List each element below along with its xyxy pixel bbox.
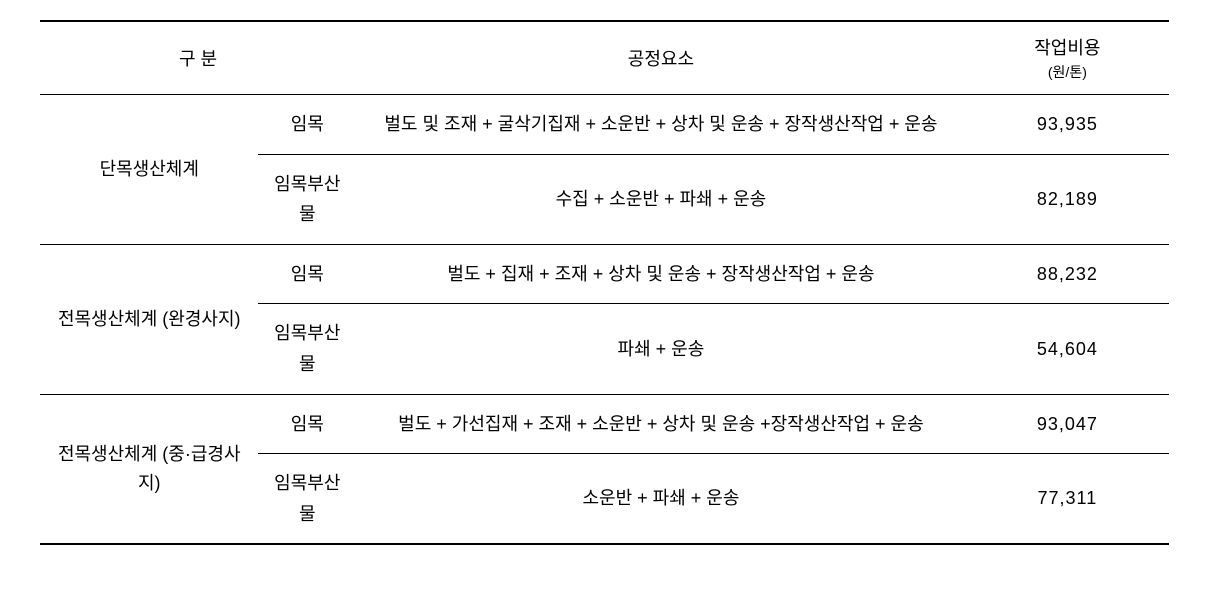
header-cost-label: 작업비용 (1034, 38, 1100, 58)
category-sub-cell: 임목 (258, 394, 356, 454)
category-main-cell: 전목생산체계 (중·급경사지) (40, 394, 258, 544)
header-category: 구 분 (40, 21, 356, 95)
header-cost: 작업비용 (원/톤) (966, 21, 1169, 95)
process-cell: 수집 + 소운반 + 파쇄 + 운송 (356, 154, 966, 244)
production-system-table: 구 분 공정요소 작업비용 (원/톤) 단목생산체계 임목 벌도 및 조재 + … (40, 20, 1169, 545)
table-row: 전목생산체계 (중·급경사지) 임목 벌도 + 가선집재 + 조재 + 소운반 … (40, 394, 1169, 454)
cost-cell: 93,935 (966, 95, 1169, 155)
cost-cell: 82,189 (966, 154, 1169, 244)
cost-cell: 88,232 (966, 244, 1169, 304)
cost-cell: 54,604 (966, 304, 1169, 394)
process-cell: 벌도 및 조재 + 굴삭기집재 + 소운반 + 상차 및 운송 + 장작생산작업… (356, 95, 966, 155)
category-main-cell: 단목생산체계 (40, 95, 258, 245)
table-header: 구 분 공정요소 작업비용 (원/톤) (40, 21, 1169, 95)
header-row: 구 분 공정요소 작업비용 (원/톤) (40, 21, 1169, 95)
category-main-cell: 전목생산체계 (완경사지) (40, 244, 258, 394)
process-cell: 벌도 + 집재 + 조재 + 상차 및 운송 + 장작생산작업 + 운송 (356, 244, 966, 304)
category-sub-cell: 임목부산물 (258, 304, 356, 394)
process-cell: 파쇄 + 운송 (356, 304, 966, 394)
header-cost-unit: (원/톤) (974, 62, 1161, 82)
process-cell: 벌도 + 가선집재 + 조재 + 소운반 + 상차 및 운송 +장작생산작업 +… (356, 394, 966, 454)
category-sub-cell: 임목 (258, 95, 356, 155)
cost-cell: 93,047 (966, 394, 1169, 454)
table-body: 단목생산체계 임목 벌도 및 조재 + 굴삭기집재 + 소운반 + 상차 및 운… (40, 95, 1169, 545)
category-sub-cell: 임목부산물 (258, 454, 356, 545)
cost-cell: 77,311 (966, 454, 1169, 545)
process-cell: 소운반 + 파쇄 + 운송 (356, 454, 966, 545)
category-sub-cell: 임목 (258, 244, 356, 304)
category-sub-cell: 임목부산물 (258, 154, 356, 244)
table-row: 전목생산체계 (완경사지) 임목 벌도 + 집재 + 조재 + 상차 및 운송 … (40, 244, 1169, 304)
table-row: 단목생산체계 임목 벌도 및 조재 + 굴삭기집재 + 소운반 + 상차 및 운… (40, 95, 1169, 155)
header-process: 공정요소 (356, 21, 966, 95)
